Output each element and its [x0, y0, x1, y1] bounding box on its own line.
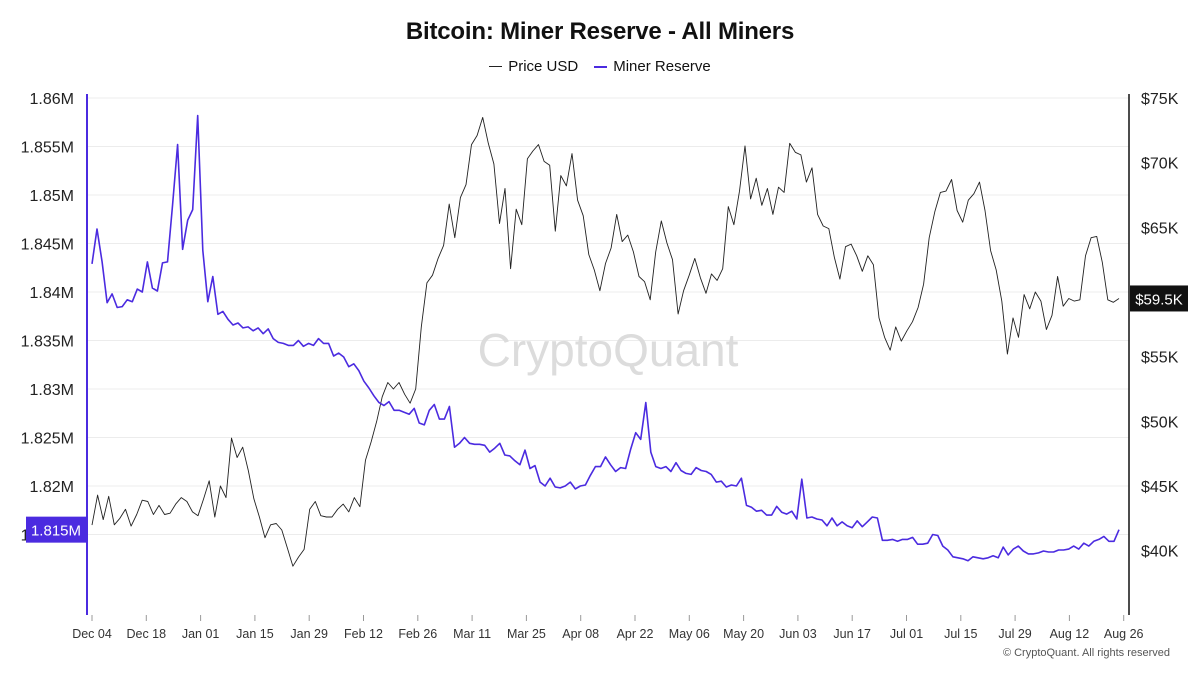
y-left-tick-label: 1.86M: [30, 91, 74, 108]
x-tick-label: Dec 18: [126, 627, 166, 641]
legend-label-price: Price USD: [508, 58, 579, 75]
y-left-tick-label: 1.84M: [30, 285, 74, 302]
legend-swatch-reserve: [594, 65, 608, 68]
y-left-tick-label: 1.845M: [21, 237, 74, 254]
legend-item-reserve[interactable]: Miner Reserve: [594, 58, 711, 75]
x-tick-label: May 20: [723, 627, 764, 641]
y-left-tick-label: 1.83M: [30, 382, 74, 399]
x-tick-label: Aug 12: [1050, 627, 1090, 641]
legend-item-price[interactable]: Price USD: [489, 58, 578, 75]
chart-legend: Price USD Miner Reserve: [0, 58, 1200, 75]
series-line-price: [91, 116, 1120, 567]
y-left-tick-label: 1.825M: [21, 431, 74, 448]
x-tick-label: Apr 22: [617, 627, 654, 641]
y-right-tick-label: $45K: [1141, 479, 1179, 496]
x-tick-label: Aug 26: [1104, 627, 1144, 641]
x-tick-label: Jun 03: [779, 627, 817, 641]
x-tick-label: Jul 15: [944, 627, 977, 641]
badge-current-price: [1130, 285, 1188, 312]
y-right-tick-label: $70K: [1141, 156, 1179, 173]
x-tick-label: Dec 04: [72, 627, 112, 641]
series-line-miner-reserve: [91, 114, 1120, 562]
legend-swatch-price: [489, 66, 503, 67]
y-left-tick-label: 1.835M: [21, 334, 74, 351]
legend-label-reserve: Miner Reserve: [613, 58, 711, 75]
x-tick-label: Apr 08: [562, 627, 599, 641]
chart-title: Bitcoin: Miner Reserve - All Miners: [405, 18, 795, 45]
x-tick-label: Jan 01: [182, 627, 220, 641]
badge-current-reserve-label: 1.815M: [31, 523, 81, 540]
x-tick-label: Jul 29: [998, 627, 1031, 641]
y-right-tick-label: $50K: [1141, 414, 1179, 431]
watermark-text: CryptoQuant: [478, 324, 739, 376]
y-left-tick-label: 1.85M: [30, 188, 74, 205]
x-tick-label: Feb 12: [344, 627, 383, 641]
x-tick-label: Jan 29: [290, 627, 328, 641]
y-right-tick-label: $55K: [1141, 350, 1179, 367]
y-left-tick-label: 1.82M: [30, 479, 74, 496]
x-tick-label: Jan 15: [236, 627, 274, 641]
x-tick-label: Feb 26: [398, 627, 437, 641]
y-right-tick-label: $75K: [1141, 91, 1179, 108]
y-right-tick-label: $65K: [1141, 220, 1179, 237]
y-left-tick-label: 1.855M: [21, 140, 74, 157]
x-tick-label: May 06: [669, 627, 710, 641]
x-tick-label: Mar 25: [507, 627, 546, 641]
badge-current-reserve: [26, 516, 86, 543]
y-right-tick-label: $40K: [1141, 544, 1179, 561]
x-tick-label: Jul 01: [890, 627, 923, 641]
copyright-notice: © CryptoQuant. All rights reserved: [1002, 647, 1170, 659]
badge-current-price-label: $59.5K: [1135, 291, 1183, 308]
x-tick-label: Mar 11: [453, 627, 491, 641]
x-tick-label: Jun 17: [833, 627, 871, 641]
